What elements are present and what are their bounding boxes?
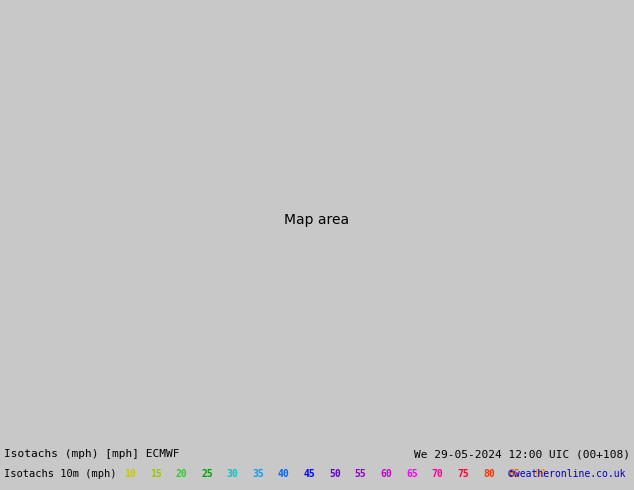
Text: 70: 70 [432, 469, 443, 479]
Text: 40: 40 [278, 469, 290, 479]
Text: Map area: Map area [285, 213, 349, 227]
Text: 25: 25 [201, 469, 213, 479]
Text: ©weatheronline.co.uk: ©weatheronline.co.uk [508, 469, 626, 479]
Text: We 29-05-2024 12:00 UIC (00+108): We 29-05-2024 12:00 UIC (00+108) [414, 449, 630, 459]
Text: 65: 65 [406, 469, 418, 479]
Text: 55: 55 [355, 469, 366, 479]
Text: 50: 50 [329, 469, 341, 479]
Text: 20: 20 [176, 469, 187, 479]
Text: Isotachs (mph) [mph] ECMWF: Isotachs (mph) [mph] ECMWF [4, 449, 179, 459]
Text: 85: 85 [508, 469, 521, 479]
Text: 30: 30 [226, 469, 238, 479]
Text: Isotachs 10m (mph): Isotachs 10m (mph) [4, 469, 117, 479]
Text: 90: 90 [534, 469, 546, 479]
Text: 10: 10 [124, 469, 136, 479]
Text: 60: 60 [380, 469, 392, 479]
Text: 45: 45 [304, 469, 315, 479]
Text: 75: 75 [457, 469, 469, 479]
Text: 15: 15 [150, 469, 162, 479]
Text: 80: 80 [483, 469, 495, 479]
Text: 35: 35 [252, 469, 264, 479]
